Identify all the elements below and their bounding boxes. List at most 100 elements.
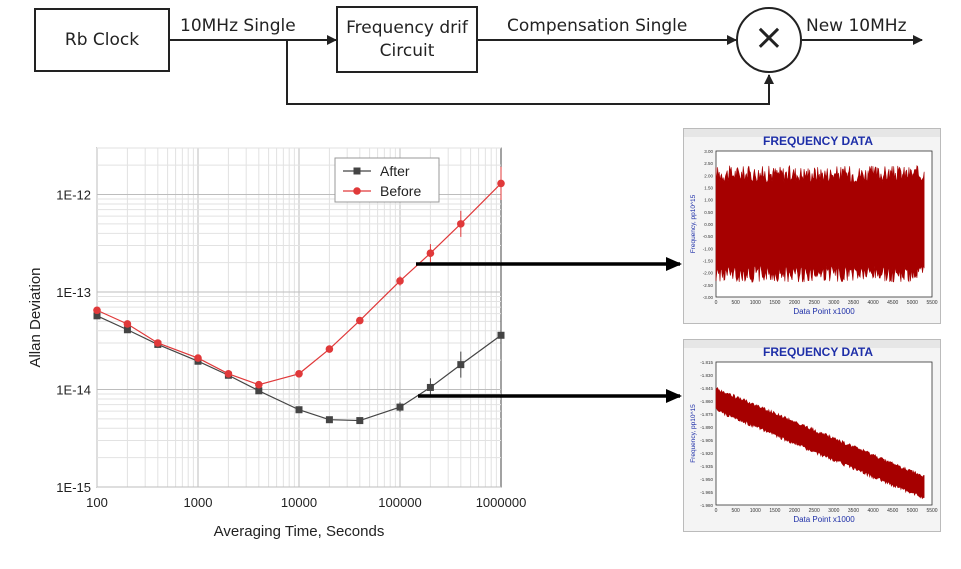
freq-x-tick-label: 5000 (907, 300, 918, 306)
freq-title: FREQUENCY DATA (763, 345, 873, 359)
freq-noise-band (715, 164, 925, 283)
freq-y-tick-label: 1.50 (704, 186, 713, 191)
freq-noise-band (715, 387, 925, 500)
freq-header-strip (684, 129, 940, 137)
allan-point-before (396, 277, 404, 285)
allan-x-tick-label: 100000 (378, 495, 421, 510)
freq-x-axis-label: Data Point x1000 (793, 307, 855, 316)
allan-point-before (255, 380, 263, 389)
allan-point-after (93, 312, 101, 320)
freq-x-tick-label: 1500 (769, 300, 780, 306)
freq-y-tick-label: -1.00 (703, 246, 714, 251)
freq-x-tick-label: 4500 (887, 300, 898, 306)
frequency-drift-label-2: Circuit (379, 40, 435, 61)
freq-x-tick-label: 4000 (868, 508, 879, 514)
allan-y-tick-label: 1E-13 (56, 285, 91, 300)
edge-label-new-10mhz: New 10MHz (806, 16, 907, 36)
allan-point-after (457, 361, 465, 369)
wire-bypass (286, 40, 774, 105)
freq-y-tick-label: -1.830 (700, 373, 713, 378)
freq-y-tick-label: -1.950 (700, 477, 713, 482)
allan-grid (96, 147, 502, 488)
allan-series (93, 166, 505, 425)
allan-x-tick-label: 10000 (281, 495, 317, 510)
allan-x-axis-label: Averaging Time, Seconds (214, 523, 385, 540)
allan-point-after (426, 383, 434, 391)
freq-y-tick-label: -1.920 (700, 451, 713, 456)
allan-x-tick-label: 1000 (184, 495, 213, 510)
freq-y-tick-label: -2.50 (703, 283, 714, 288)
freq-x-tick-label: 500 (731, 300, 740, 306)
freq-y-tick-label: -1.845 (700, 386, 713, 391)
freq-x-tick-label: 3000 (828, 300, 839, 306)
freq-x-tick-label: 1000 (750, 300, 761, 306)
freq-y-axis-label: Frequency, pp10^15 (690, 194, 697, 253)
allan-y-axis-label: Allan Deviation (27, 267, 44, 367)
allan-point-after (497, 331, 505, 339)
legend-label: After (380, 163, 410, 179)
frequency-drift-label-1: Frequency drif (346, 17, 468, 38)
freq-x-tick-label: 5000 (907, 508, 918, 514)
freq-y-tick-label: 3.00 (704, 149, 713, 154)
freq-y-tick-label: 2.00 (704, 173, 713, 178)
freq-y-tick-label: -3.00 (703, 295, 714, 300)
freq-y-tick-label: -1.965 (700, 490, 713, 495)
freq-x-tick-label: 4500 (887, 508, 898, 514)
freq-x-tick-label: 0 (715, 508, 718, 514)
freq-y-tick-label: 2.50 (704, 161, 713, 166)
mixer-circle (736, 7, 802, 73)
mixer-multiply-icon: × (753, 17, 785, 58)
freq-header-strip (684, 340, 940, 348)
allan-legend: After Before (334, 157, 440, 203)
allan-point-after (356, 417, 364, 425)
allan-point-before (154, 339, 162, 347)
allan-point-before (295, 369, 303, 378)
frequency-chart-top: FREQUENCY DATA 3.00 2.50 2.00 1.50 1.00 0.50 0.… (684, 129, 940, 316)
freq-y-tick-label: -2.00 (703, 271, 714, 276)
freq-y-tick-label: -1.980 (700, 503, 713, 508)
freq-y-tick-label: -1.50 (703, 259, 714, 264)
frequency-drift-box: Frequency drif Circuit (336, 6, 478, 73)
freq-x-tick-label: 500 (731, 508, 740, 514)
freq-x-tick-label: 5500 (926, 508, 937, 514)
allan-y-tick-label: 1E-15 (56, 480, 91, 495)
allan-point-before (93, 306, 101, 315)
freq-y-tick-label: 1.00 (704, 198, 713, 203)
rb-clock-box: Rb Clock (34, 8, 170, 72)
allan-x-tick-label: 100 (86, 495, 108, 510)
allan-point-before (325, 345, 334, 353)
allan-legend-box (334, 157, 440, 203)
freq-x-tick-label: 3500 (848, 300, 859, 306)
allan-x-tick-label: 1000000 (476, 495, 527, 510)
freq-title: FREQUENCY DATA (763, 134, 873, 148)
diagram-wires (170, 7, 923, 105)
rb-clock-label: Rb Clock (64, 29, 140, 50)
freq-y-tick-label: -1.905 (700, 438, 713, 443)
allan-point-before (194, 354, 202, 362)
allan-point-before (457, 220, 465, 228)
freq-y-tick-label: -1.860 (700, 399, 713, 404)
allan-point-before (497, 179, 505, 188)
allan-y-tick-label: 1E-14 (56, 383, 91, 398)
allan-point-before (356, 316, 364, 325)
legend-marker-before (353, 187, 361, 195)
allan-point-before (224, 369, 233, 378)
freq-x-tick-label: 3000 (828, 508, 839, 514)
freq-y-tick-label: 0.00 (704, 222, 713, 227)
freq-y-axis-label: Frequency, pp10^15 (690, 404, 697, 463)
freq-y-tick-label: -1.815 (700, 360, 713, 365)
allan-point-before (123, 320, 132, 328)
allan-y-tick-label: 1E-12 (56, 188, 91, 203)
frequency-chart-bottom: FREQUENCY DATA -1.815 -1.830 -1.845 -1.860 -1… (684, 340, 940, 524)
legend-label: Before (380, 183, 421, 199)
edge-label-10mhz: 10MHz Single (180, 16, 296, 36)
allan-point-before (426, 249, 435, 258)
freq-x-tick-label: 2500 (809, 508, 820, 514)
frequency-panel-top: FREQUENCY DATA 3.00 2.50 2.00 1.50 1.00 0.50 0.… (683, 128, 941, 324)
freq-x-tick-label: 1500 (769, 508, 780, 514)
allan-point-after (123, 326, 131, 334)
freq-y-tick-label: 0.50 (704, 210, 713, 215)
allan-tick-labels: 100 1000 10000 100000 1000000 1E-15 1E-14 1E-13… (56, 188, 526, 510)
freq-x-axis-label: Data Point x1000 (793, 515, 855, 524)
freq-y-tick-label: -1.935 (700, 464, 713, 469)
